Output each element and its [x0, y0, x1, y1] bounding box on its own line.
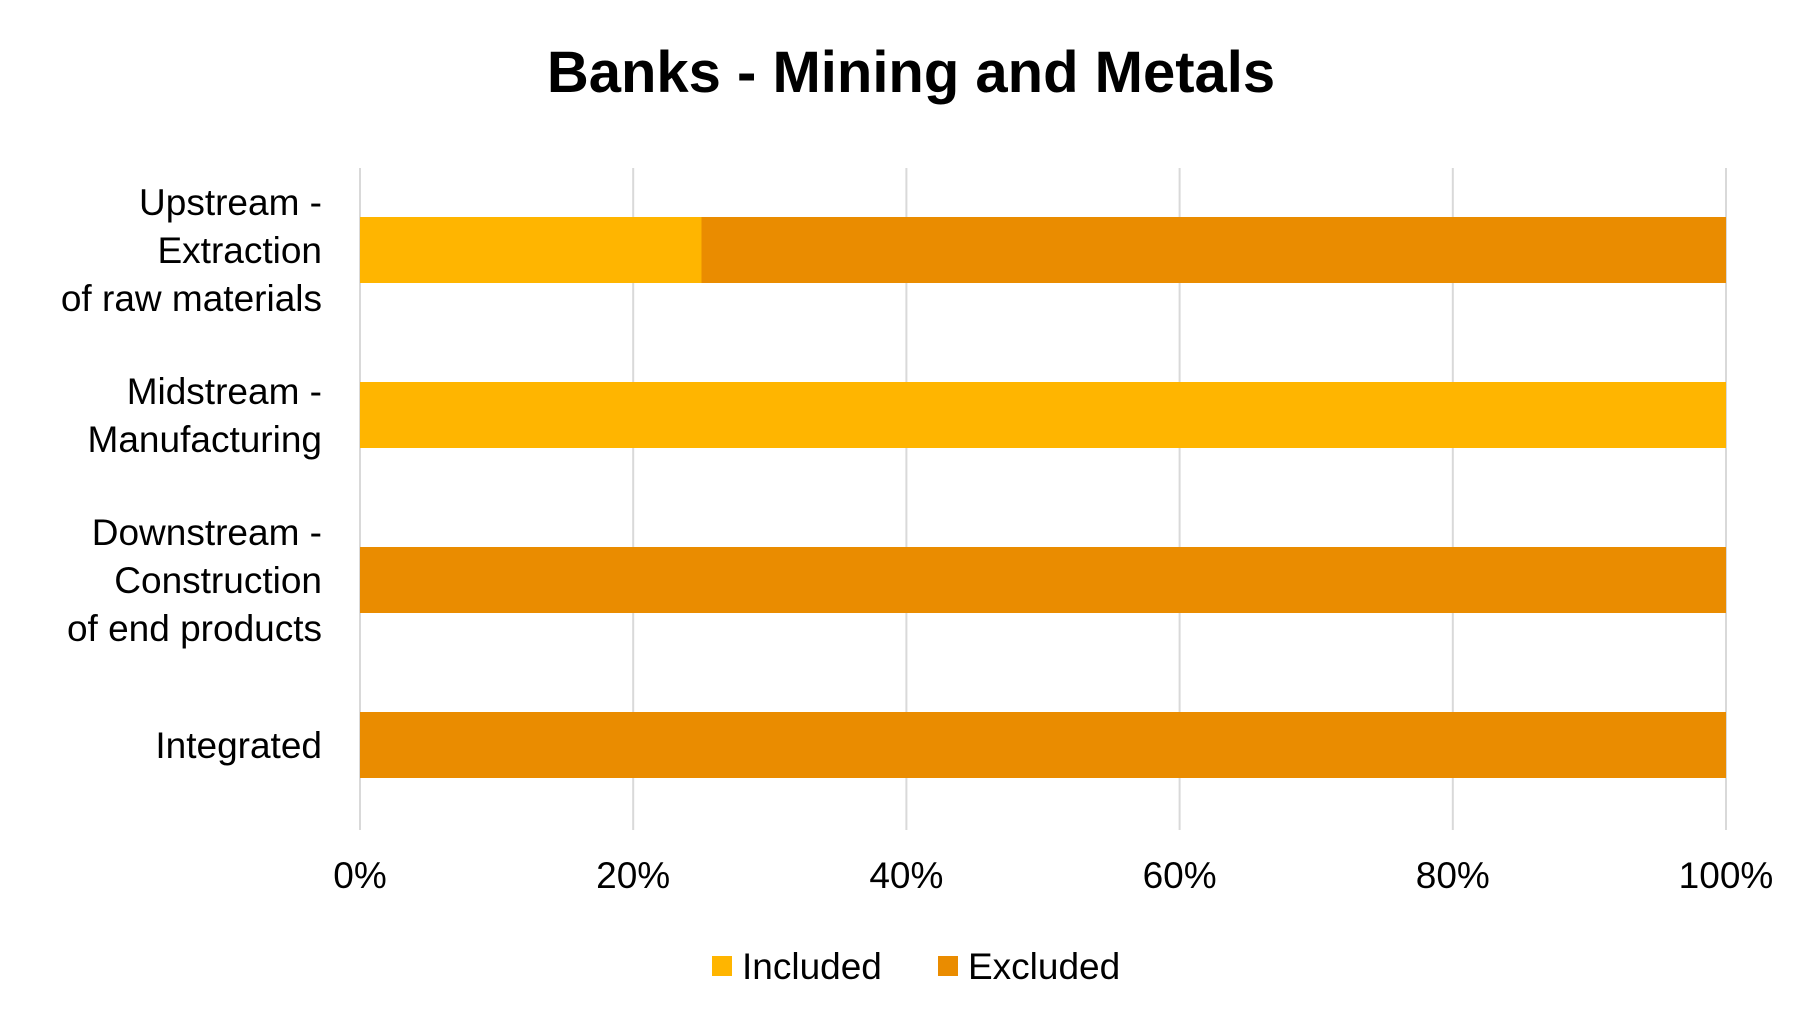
x-tick-label: 20% — [596, 855, 670, 896]
category-label: Downstream - Construction of end products — [67, 512, 322, 649]
category-label-line: Integrated — [155, 725, 322, 766]
bar-excluded-3 — [360, 712, 1726, 778]
category-labels: Upstream - Extraction of raw materials Mids… — [61, 182, 322, 766]
category-label: Midstream - Manufacturing — [88, 371, 322, 460]
category-label: Upstream - Extraction of raw materials — [61, 182, 322, 319]
legend-label: Excluded — [968, 946, 1120, 987]
legend-item-excluded: Excluded — [938, 946, 1120, 987]
category-label-line: Manufacturing — [88, 419, 322, 460]
x-tick-label: 40% — [869, 855, 943, 896]
bar-included-1 — [360, 382, 1726, 448]
x-axis-tick-labels: 0% 20% 40% 60% 80% 100% — [333, 855, 1773, 896]
category-label-line: Upstream - — [139, 182, 322, 223]
bars — [360, 217, 1726, 778]
x-tick-label: 0% — [333, 855, 386, 896]
category-label-line: Construction — [114, 560, 322, 601]
category-label-line: of raw materials — [61, 278, 322, 319]
chart-title: Banks - Mining and Metals — [547, 40, 1275, 105]
category-label-line: of end products — [67, 608, 322, 649]
category-label-line: Midstream - — [127, 371, 322, 412]
legend-swatch — [712, 956, 732, 976]
legend-swatch — [938, 956, 958, 976]
x-tick-label: 60% — [1143, 855, 1217, 896]
category-label-line: Downstream - — [92, 512, 322, 553]
category-label-line: Extraction — [157, 230, 322, 271]
legend-item-included: Included — [712, 946, 882, 987]
bar-excluded-0 — [701, 217, 1726, 283]
bar-excluded-2 — [360, 547, 1726, 613]
category-label: Integrated — [155, 725, 322, 766]
legend-label: Included — [742, 946, 882, 987]
x-tick-label: 80% — [1416, 855, 1490, 896]
bar-included-0 — [360, 217, 702, 283]
legend: Included Excluded — [712, 946, 1120, 987]
x-tick-label: 100% — [1679, 855, 1774, 896]
